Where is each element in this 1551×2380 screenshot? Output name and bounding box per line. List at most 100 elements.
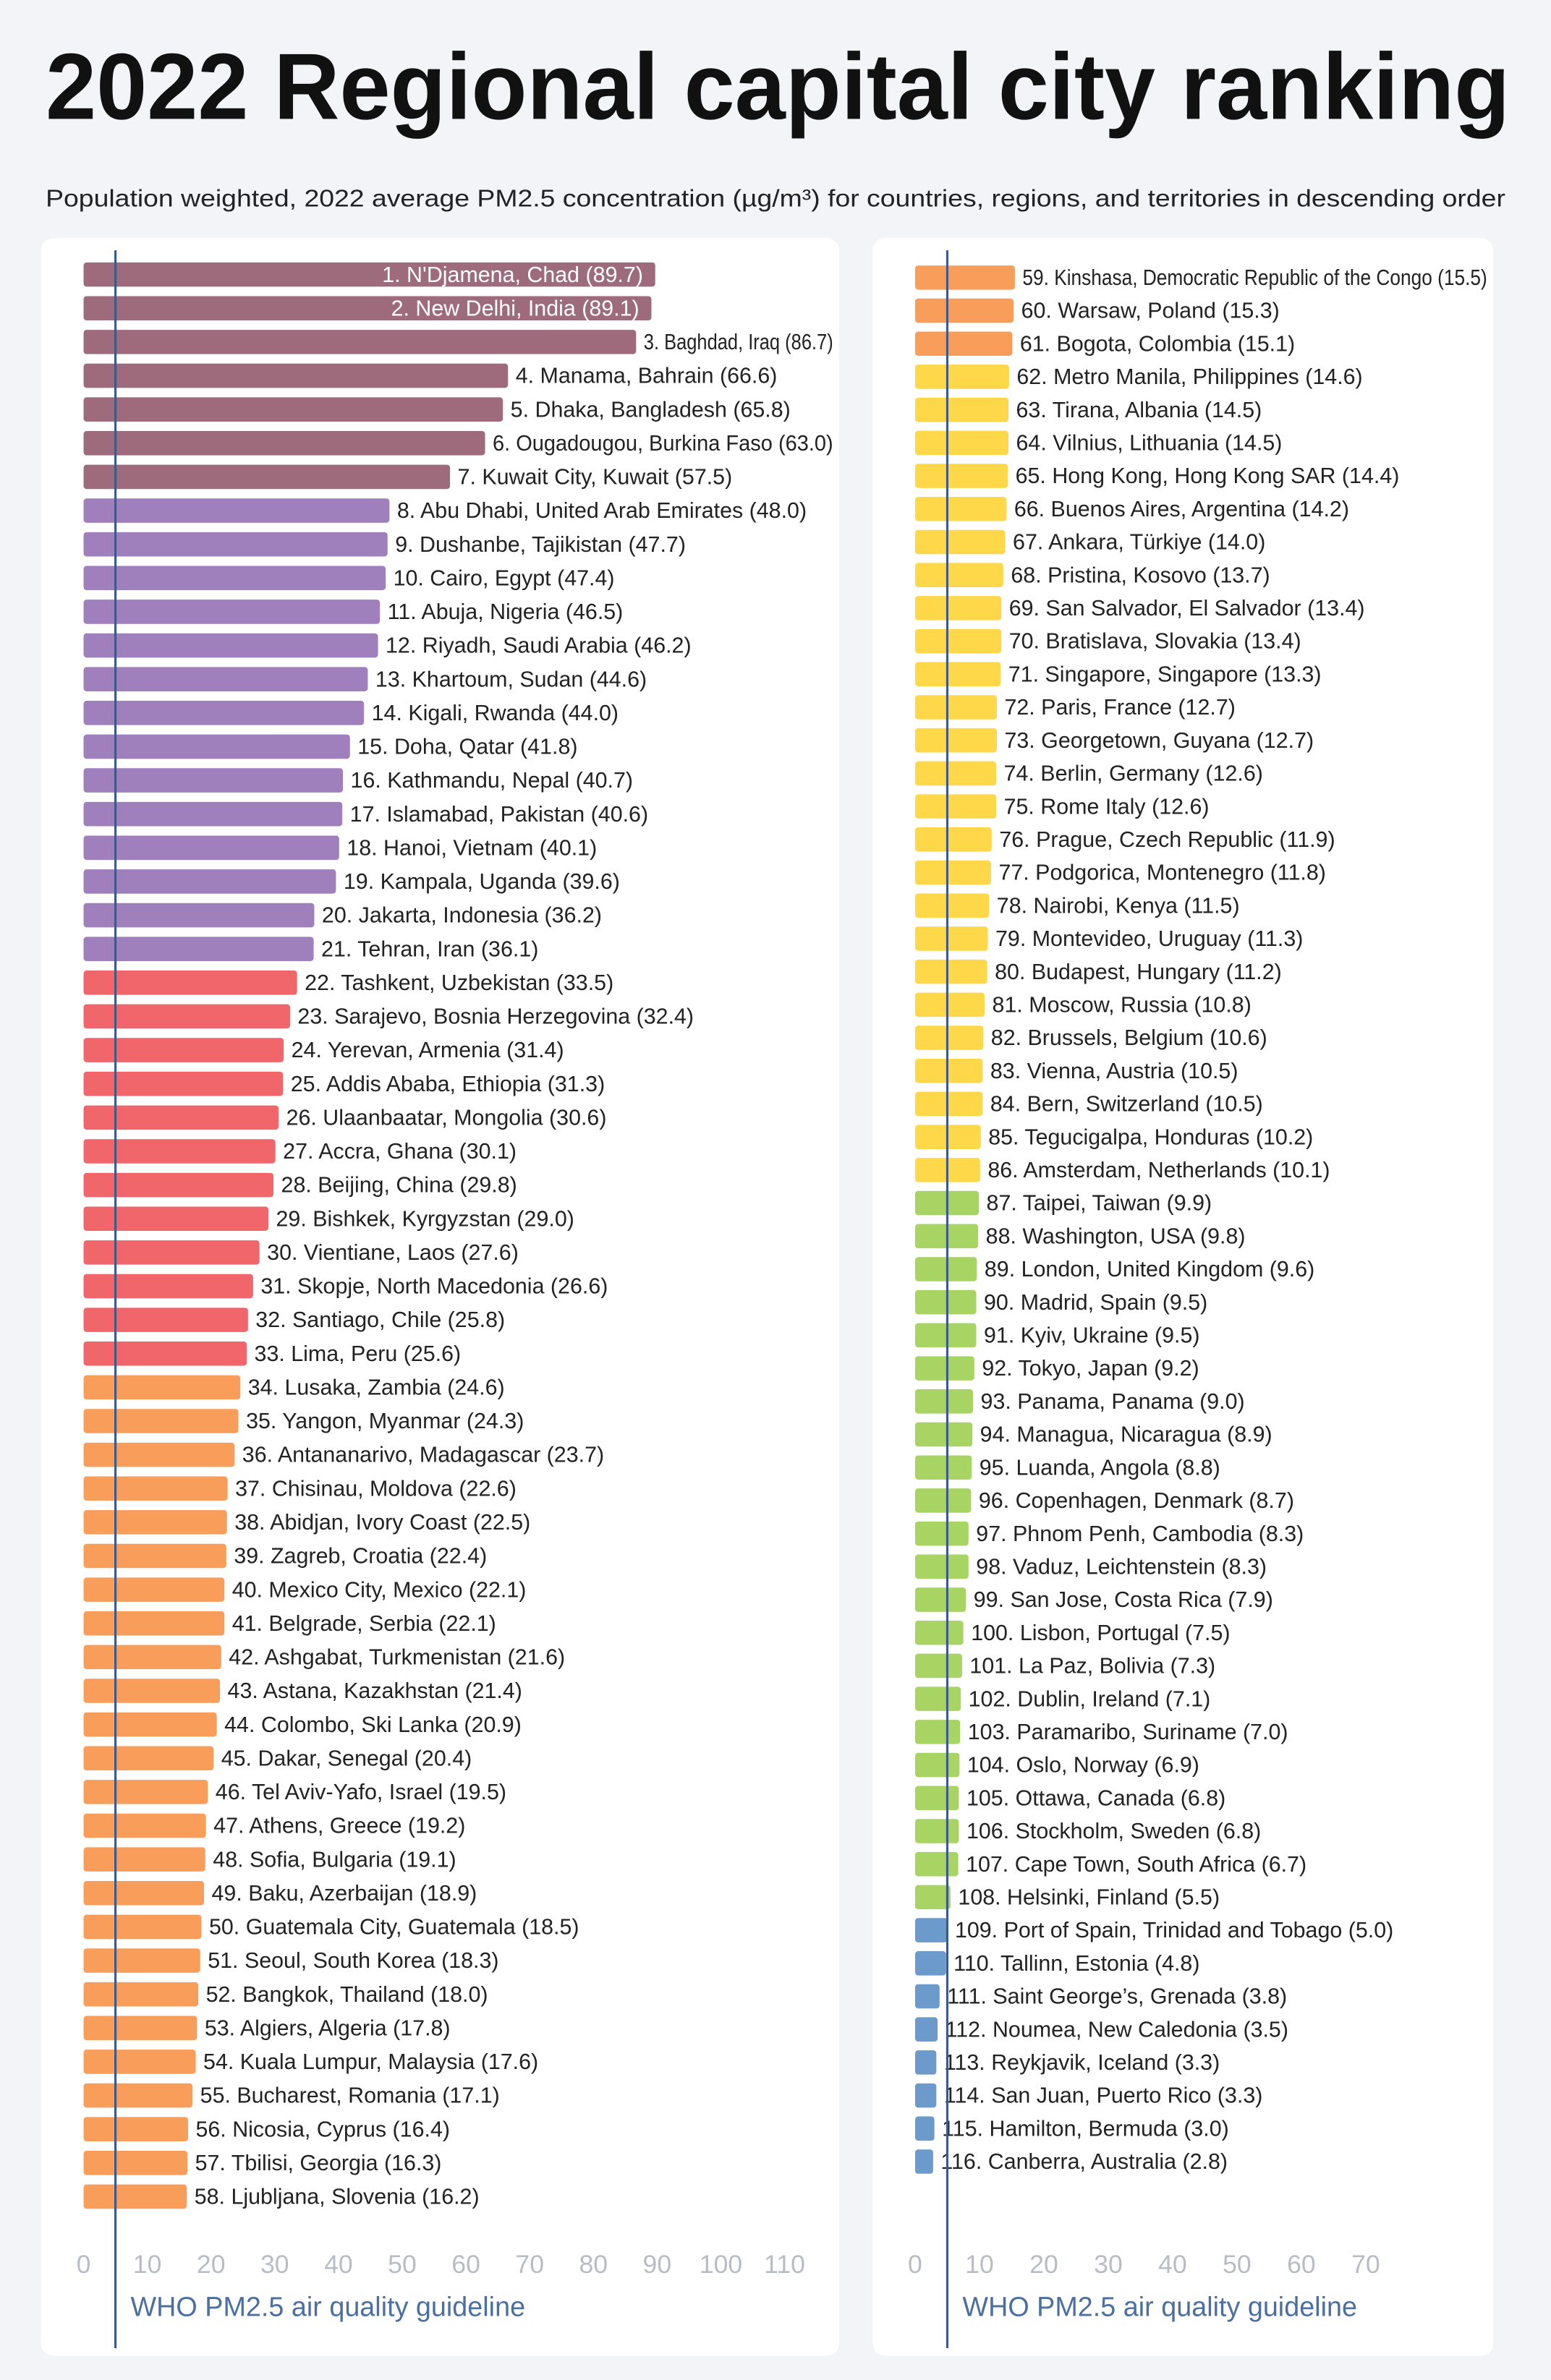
- bar-label: 101. La Paz, Bolivia (7.3): [969, 1654, 1215, 1679]
- bar-label: 24. Yerevan, Armenia (31.4): [292, 1038, 564, 1062]
- bar: [914, 1521, 969, 1546]
- bar-label: 105. Ottawa, Canada (6.8): [966, 1786, 1225, 1810]
- bar-label: 59. Kinshasa, Democratic Republic of the…: [1022, 265, 1487, 290]
- bar: [914, 1389, 974, 1414]
- bar-label: 5. Dhaka, Bangladesh (65.8): [511, 397, 791, 422]
- bar-label: 9. Dushanbe, Tajikistan (47.7): [395, 532, 686, 557]
- guideline-label: WHO PM2.5 air quality guideline: [131, 2291, 526, 2321]
- bar: [914, 761, 997, 786]
- bar-label: 77. Podgorica, Montenegro (11.8): [998, 861, 1325, 885]
- bar-label: 50. Guatemala City, Guatemala (18.5): [209, 1915, 579, 1940]
- bar: [914, 1554, 969, 1579]
- bar-label: 79. Montevideo, Uruguay (11.3): [995, 926, 1303, 951]
- x-tick-label: 100: [700, 2250, 742, 2279]
- bar: [83, 464, 451, 490]
- bar-label: 49. Baku, Azerbaijan (18.9): [212, 1881, 477, 1906]
- bar-label: 28. Beijing, China (29.8): [281, 1173, 517, 1198]
- x-tick-label: 10: [133, 2250, 162, 2279]
- bar-label: 4. Manama, Bahrain (66.6): [516, 364, 778, 388]
- bar-label: 74. Berlin, Germany (12.6): [1004, 762, 1263, 786]
- bar: [914, 1752, 960, 1778]
- bar: [83, 1308, 248, 1332]
- bar: [83, 1274, 253, 1299]
- bar-label: 40. Mexico City, Mexico (22.1): [232, 1577, 527, 1602]
- bar: [83, 2184, 187, 2209]
- bar-label: 6. Ougadougou, Burkina Faso (63.0): [493, 431, 833, 456]
- bar: [83, 1611, 225, 1636]
- bar: [83, 1645, 221, 1670]
- bar: [83, 397, 503, 422]
- bar: [83, 835, 339, 861]
- bar: [914, 794, 997, 819]
- bar: [914, 1686, 961, 1711]
- bar: [914, 430, 1009, 456]
- bar: [914, 397, 1009, 422]
- bar-label: 7. Kuwait City, Kuwait (57.5): [458, 465, 733, 490]
- bar: [914, 628, 1002, 654]
- bar: [83, 2151, 188, 2175]
- bar-label: 29. Bishkek, Kyrgyzstan (29.0): [276, 1206, 574, 1231]
- x-tick-label: 80: [579, 2250, 608, 2279]
- x-tick-label: 0: [77, 2250, 91, 2279]
- bar-label: 16. Kathmandu, Nepal (40.7): [351, 768, 633, 793]
- bar: [83, 1139, 276, 1164]
- bar: [914, 2083, 937, 2108]
- x-tick-label: 60: [1287, 2250, 1316, 2279]
- bar-label: 41. Belgrade, Serbia (22.1): [232, 1611, 496, 1636]
- bar: [914, 992, 985, 1018]
- bar-label: 42. Ashgabat, Turkmenistan (21.6): [229, 1645, 565, 1670]
- bar-label: 64. Vilnius, Lithuania (14.5): [1016, 430, 1283, 455]
- bar-label: 85. Tegucigalpa, Honduras (10.2): [988, 1125, 1313, 1149]
- bar: [914, 1819, 959, 1843]
- bar-label: 69. San Salvador, El Salvador (13.4): [1009, 596, 1365, 620]
- bar-label: 11. Abuja, Nigeria (46.5): [388, 600, 624, 624]
- bar-label: 18. Hanoi, Vietnam (40.1): [347, 835, 597, 860]
- bar-label: 87. Taipei, Taiwan (9.9): [987, 1191, 1212, 1216]
- bar: [83, 532, 388, 557]
- bar: [914, 1257, 977, 1281]
- bar: [914, 1951, 946, 1976]
- bar: [83, 1375, 241, 1400]
- bar: [83, 431, 485, 456]
- x-tick-label: 50: [1223, 2250, 1252, 2279]
- bar-label: 80. Budapest, Hungary (11.2): [995, 960, 1282, 984]
- bar: [83, 1206, 269, 1232]
- bar: [83, 1105, 279, 1130]
- bar: [914, 1653, 962, 1679]
- bar-label: 108. Helsinki, Finland (5.5): [958, 1885, 1220, 1910]
- x-tick-label: 40: [324, 2250, 353, 2279]
- bar-label: 23. Sarajevo, Bosnia Herzegovina (32.4): [297, 1005, 694, 1029]
- bar: [83, 1510, 227, 1535]
- bar: [914, 1422, 973, 1447]
- bar-label: 51. Seoul, South Korea (18.3): [208, 1948, 498, 1973]
- x-tick-label: 40: [1158, 2250, 1187, 2279]
- bar-label: 10. Cairo, Egypt (47.4): [394, 566, 615, 590]
- bar-label: 86. Amsterdam, Netherlands (10.1): [987, 1158, 1330, 1182]
- bar: [83, 1442, 235, 1467]
- bar-label: 72. Paris, France (12.7): [1004, 695, 1235, 720]
- bar: [914, 1984, 940, 2009]
- bar-label: 81. Moscow, Russia (10.8): [993, 992, 1252, 1017]
- bar-label: 95. Luanda, Angola (8.8): [980, 1455, 1220, 1480]
- bar-label: 106. Stockholm, Sweden (6.8): [966, 1819, 1261, 1843]
- bar: [914, 265, 1015, 290]
- bar: [83, 2050, 196, 2074]
- bar-label: 73. Georgetown, Guyana (12.7): [1004, 728, 1314, 753]
- bar-label: 104. Oslo, Norway (6.9): [967, 1753, 1199, 1778]
- bar: [83, 1476, 228, 1501]
- bar-label: 27. Accra, Ghana (30.1): [283, 1139, 517, 1164]
- x-tick-label: 70: [1351, 2250, 1380, 2279]
- bar: [914, 827, 992, 852]
- bar-label: 55. Bucharest, Romania (17.1): [200, 2083, 500, 2108]
- bar: [83, 1071, 284, 1096]
- bar-label: 110. Tallinn, Estonia (4.8): [953, 1951, 1199, 1976]
- x-tick-label: 20: [197, 2250, 226, 2279]
- bar: [83, 1577, 225, 1602]
- bar: [914, 728, 997, 753]
- bar-label: 83. Vienna, Austria (10.5): [990, 1059, 1238, 1083]
- bar-label: 70. Bratislava, Slovakia (13.4): [1009, 629, 1301, 654]
- bar-label: 44. Colombo, Ski Lanka (20.9): [224, 1713, 522, 1737]
- bar-label: 94. Managua, Nicaragua (8.9): [980, 1423, 1272, 1447]
